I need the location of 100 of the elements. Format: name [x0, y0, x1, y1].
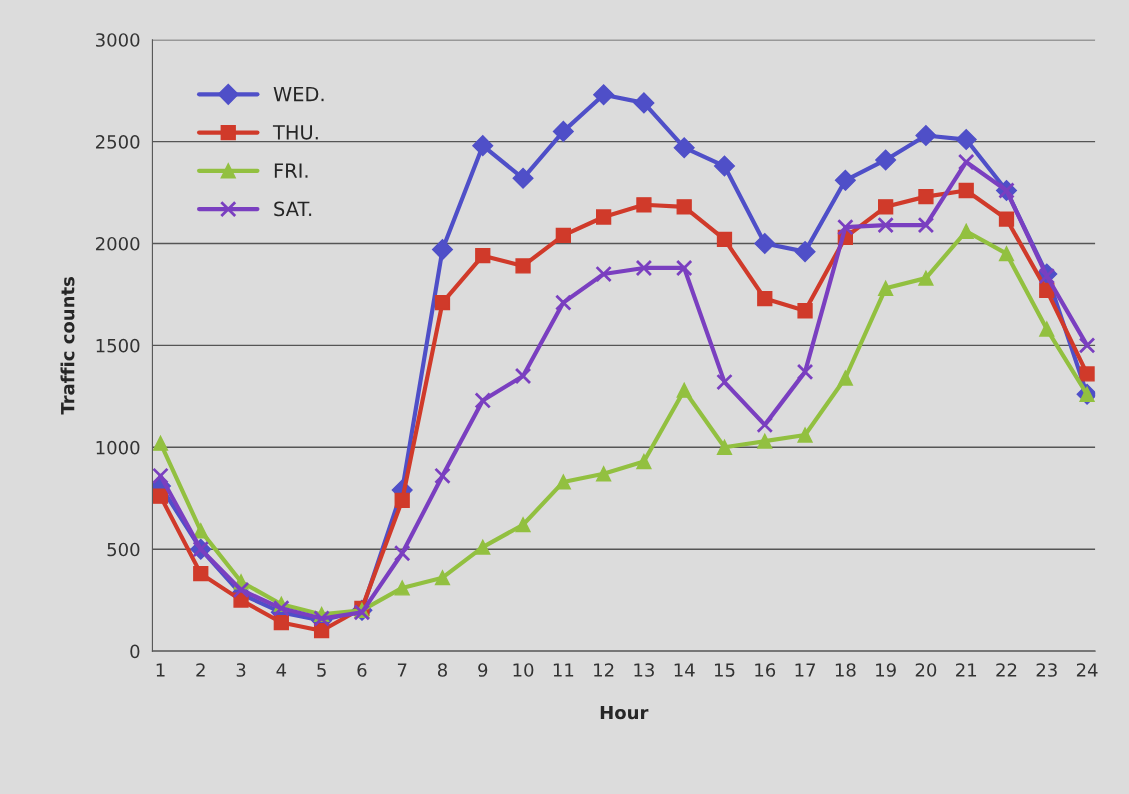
point [877, 280, 894, 296]
point [474, 392, 492, 409]
x-tick-label: 4 [276, 663, 287, 677]
x-tick-label: 8 [437, 663, 447, 677]
point [635, 259, 653, 277]
point [998, 246, 1015, 262]
x-tick-label: 17 [795, 663, 816, 677]
point [313, 623, 330, 639]
point [957, 153, 975, 171]
point [716, 231, 733, 248]
point [797, 427, 813, 443]
point [475, 539, 491, 555]
point [837, 370, 853, 386]
x-tick-label: 13 [634, 663, 654, 677]
y-tick-label: 500 [107, 542, 140, 557]
legend-label: FRI. [274, 163, 308, 178]
point [393, 544, 411, 562]
point [636, 197, 652, 213]
point [434, 570, 451, 586]
point [633, 92, 655, 114]
point [193, 565, 209, 582]
x-tick-label: 11 [553, 663, 574, 677]
point [796, 363, 814, 381]
point [394, 580, 410, 596]
x-tick-label: 3 [236, 663, 246, 677]
point [273, 614, 289, 631]
point [152, 435, 169, 451]
point [595, 466, 612, 482]
x-tick-label: 1 [156, 663, 165, 677]
x-tick-label: 16 [755, 663, 776, 677]
y-tick-label: 2500 [95, 135, 140, 149]
point [636, 453, 652, 470]
point [515, 258, 531, 274]
point [1039, 321, 1055, 337]
point [794, 241, 816, 263]
x-tick-label: 12 [594, 663, 614, 677]
legend-label: SAT. [274, 201, 312, 217]
y-tick-label: 3000 [96, 33, 140, 47]
point [676, 199, 692, 215]
point [757, 433, 773, 449]
point [595, 209, 612, 225]
point [514, 367, 532, 385]
x-tick-label: 23 [1036, 663, 1057, 677]
point [313, 610, 330, 627]
point [918, 188, 934, 205]
point [472, 135, 494, 157]
x-tick-label: 20 [915, 663, 937, 677]
point [837, 218, 854, 236]
point [716, 439, 733, 455]
x-tick-label: 9 [478, 663, 488, 677]
point [593, 84, 615, 106]
y-tick-label: 1000 [96, 440, 140, 455]
x-tick-label: 24 [1076, 663, 1098, 677]
point [552, 120, 574, 142]
point [1079, 366, 1095, 382]
point [917, 216, 935, 234]
x-tick-label: 6 [357, 663, 367, 677]
point [716, 373, 733, 391]
point [555, 227, 571, 243]
x-tick-label: 22 [996, 663, 1017, 677]
point [676, 382, 692, 398]
y-tick-label: 1500 [96, 338, 140, 353]
x-tick-label: 7 [397, 663, 407, 677]
point [877, 199, 894, 215]
y-tick-label: 2000 [95, 236, 140, 251]
point [555, 294, 572, 311]
point [875, 149, 897, 171]
point [797, 303, 813, 319]
x-tick-label: 19 [876, 663, 896, 677]
point [834, 169, 856, 191]
point [918, 270, 934, 286]
x-tick-label: 5 [317, 663, 326, 677]
point [152, 467, 169, 485]
point [152, 488, 169, 504]
point [877, 216, 894, 234]
point [595, 265, 612, 283]
point [273, 599, 290, 617]
y-tick-label: 0 [130, 644, 140, 659]
point [555, 474, 571, 490]
point [232, 581, 250, 599]
point [754, 232, 776, 255]
point [713, 155, 736, 177]
point [1078, 337, 1096, 354]
x-tick-label: 21 [956, 663, 977, 677]
legend-label: WED. [273, 86, 324, 102]
point [958, 223, 974, 239]
point [955, 129, 977, 151]
point [915, 124, 937, 146]
point [675, 259, 693, 277]
x-tick-label: 18 [835, 663, 856, 677]
point [394, 492, 410, 508]
point [998, 211, 1015, 227]
x-tick-label: 10 [513, 663, 534, 677]
point [431, 239, 453, 261]
point [434, 294, 451, 311]
point [757, 290, 773, 307]
x-axis-title: Hour [600, 705, 649, 720]
point [515, 517, 531, 533]
x-tick-label: 14 [674, 663, 695, 677]
point [958, 182, 974, 199]
